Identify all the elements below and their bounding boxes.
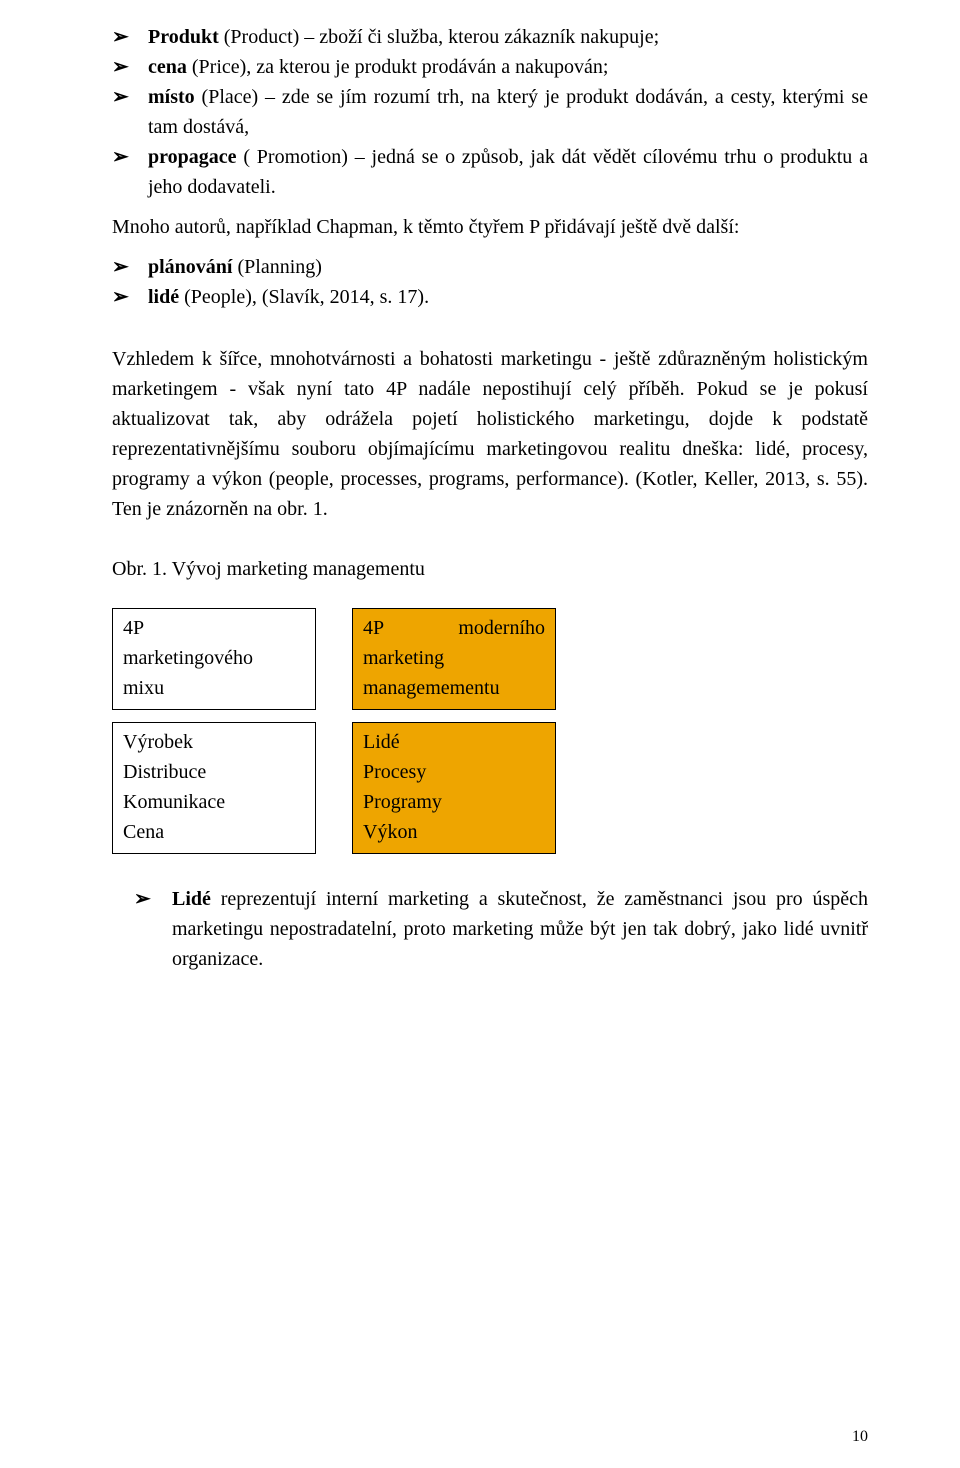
box-4p-mix-items: Výrobek Distribuce Komunikace Cena [112,722,316,854]
list-item: ➢ Lidé reprezentují interní marketing a … [112,884,868,974]
list-item: ➢ lidé (People), (Slavík, 2014, s. 17). [112,282,868,312]
bullet-list-4p: ➢ Produkt (Product) – zboží či služba, k… [112,22,868,202]
list-item-bold: Lidé [172,888,211,910]
figure-caption: Obr. 1. Vývoj marketing managementu [112,554,868,584]
box-line-part: moderního [458,613,545,643]
bullet-list-extra-p: ➢ plánování (Planning) ➢ lidé (People), … [112,252,868,312]
list-item-rest: (Price), za kterou je produkt prodáván a… [187,56,609,78]
paragraph-extra-p-intro: Mnoho autorů, například Chapman, k těmto… [112,212,868,242]
box-line: mixu [123,673,305,703]
list-item-bold: místo [148,86,195,108]
box-4p-mix-header: 4P marketingového mixu [112,608,316,710]
list-item-bold: plánování [148,256,232,278]
arrow-bullet-icon: ➢ [112,142,129,172]
box-line: 4P moderního [363,613,545,643]
list-item-rest: (People), (Slavík, 2014, s. 17). [179,286,429,308]
box-line: managemementu [363,673,545,703]
box-item: Výrobek [123,727,305,757]
list-item: ➢ místo (Place) – zde se jím rozumí trh,… [112,82,868,142]
paragraph-holistic: Vzhledem k šířce, mnohotvárnosti a bohat… [112,344,868,524]
list-item: ➢ plánování (Planning) [112,252,868,282]
figure-header-row: 4P marketingového mixu 4P moderního mark… [112,608,868,710]
arrow-bullet-icon: ➢ [112,252,129,282]
arrow-bullet-icon: ➢ [112,82,129,112]
list-item-rest: reprezentují interní marketing a skutečn… [172,888,868,970]
list-item: ➢ propagace ( Promotion) – jedná se o zp… [112,142,868,202]
list-item-rest: (Planning) [232,256,321,278]
box-line: marketing [363,643,545,673]
box-item: Lidé [363,727,545,757]
arrow-bullet-icon: ➢ [112,22,129,52]
list-item-bold: cena [148,56,187,78]
list-item-bold: Produkt [148,26,219,48]
list-item: ➢ cena (Price), za kterou je produkt pro… [112,52,868,82]
arrow-bullet-icon: ➢ [112,282,129,312]
list-item-rest: (Place) – zde se jím rozumí trh, na kter… [148,86,868,138]
document-page: ➢ Produkt (Product) – zboží či služba, k… [0,0,960,1468]
list-item: ➢ Produkt (Product) – zboží či služba, k… [112,22,868,52]
bullet-list-lide: ➢ Lidé reprezentují interní marketing a … [112,884,868,974]
list-item-bold: propagace [148,146,237,168]
box-item: Cena [123,817,305,847]
box-item: Komunikace [123,787,305,817]
box-item: Výkon [363,817,545,847]
box-4p-modern-items: Lidé Procesy Programy Výkon [352,722,556,854]
list-item-rest: ( Promotion) – jedná se o způsob, jak dá… [148,146,868,198]
list-item-rest: (Product) – zboží či služba, kterou záka… [219,26,659,48]
figure-items-row: Výrobek Distribuce Komunikace Cena Lidé … [112,722,868,854]
arrow-bullet-icon: ➢ [112,52,129,82]
box-item: Programy [363,787,545,817]
box-item: Distribuce [123,757,305,787]
list-item-bold: lidé [148,286,179,308]
box-line: 4P [123,613,305,643]
box-line-part: 4P [363,613,384,643]
box-4p-modern-header: 4P moderního marketing managemementu [352,608,556,710]
page-number: 10 [852,1428,868,1446]
box-line: marketingového [123,643,305,673]
arrow-bullet-icon: ➢ [134,884,151,914]
box-item: Procesy [363,757,545,787]
